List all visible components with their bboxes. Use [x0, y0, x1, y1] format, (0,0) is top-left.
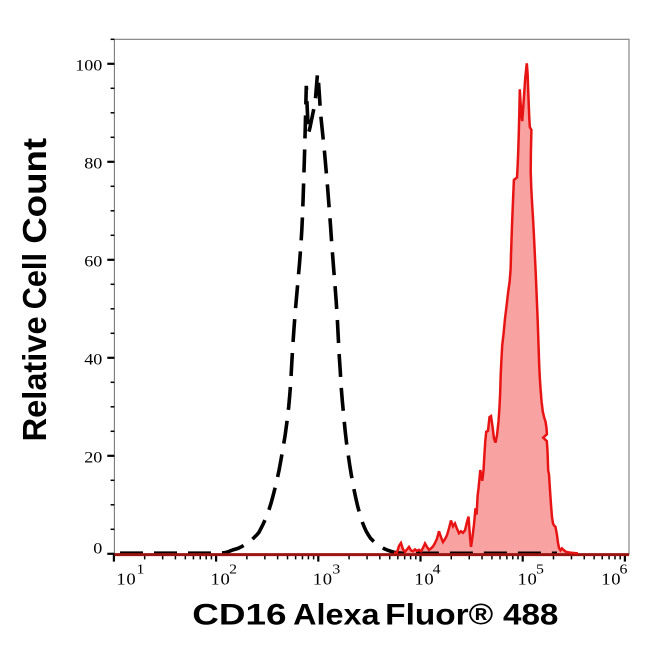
svg-text:CD16: CD16 — [192, 599, 286, 631]
svg-text:Relative: Relative — [16, 316, 53, 441]
svg-text:2: 2 — [229, 562, 237, 577]
svg-text:10: 10 — [313, 570, 333, 589]
svg-text:6: 6 — [619, 562, 627, 577]
svg-text:Alexa: Alexa — [293, 599, 380, 631]
svg-text:3: 3 — [332, 562, 340, 577]
svg-text:1: 1 — [137, 562, 145, 577]
svg-text:20: 20 — [84, 448, 102, 466]
svg-text:4: 4 — [433, 562, 441, 577]
svg-text:10: 10 — [414, 570, 434, 589]
svg-text:10: 10 — [116, 570, 136, 589]
svg-text:100: 100 — [75, 56, 102, 74]
svg-text:80: 80 — [84, 154, 102, 172]
svg-text:10: 10 — [517, 570, 537, 589]
svg-text:Cell: Cell — [16, 253, 53, 309]
svg-text:5: 5 — [536, 562, 544, 577]
svg-text:10: 10 — [601, 570, 621, 589]
svg-text:40: 40 — [84, 350, 102, 368]
svg-text:10: 10 — [210, 570, 230, 589]
svg-text:Count: Count — [16, 138, 53, 244]
svg-text:0: 0 — [93, 539, 102, 557]
svg-text:60: 60 — [84, 252, 102, 270]
svg-text:488: 488 — [503, 599, 558, 631]
svg-text:Fluor®: Fluor® — [385, 599, 494, 631]
